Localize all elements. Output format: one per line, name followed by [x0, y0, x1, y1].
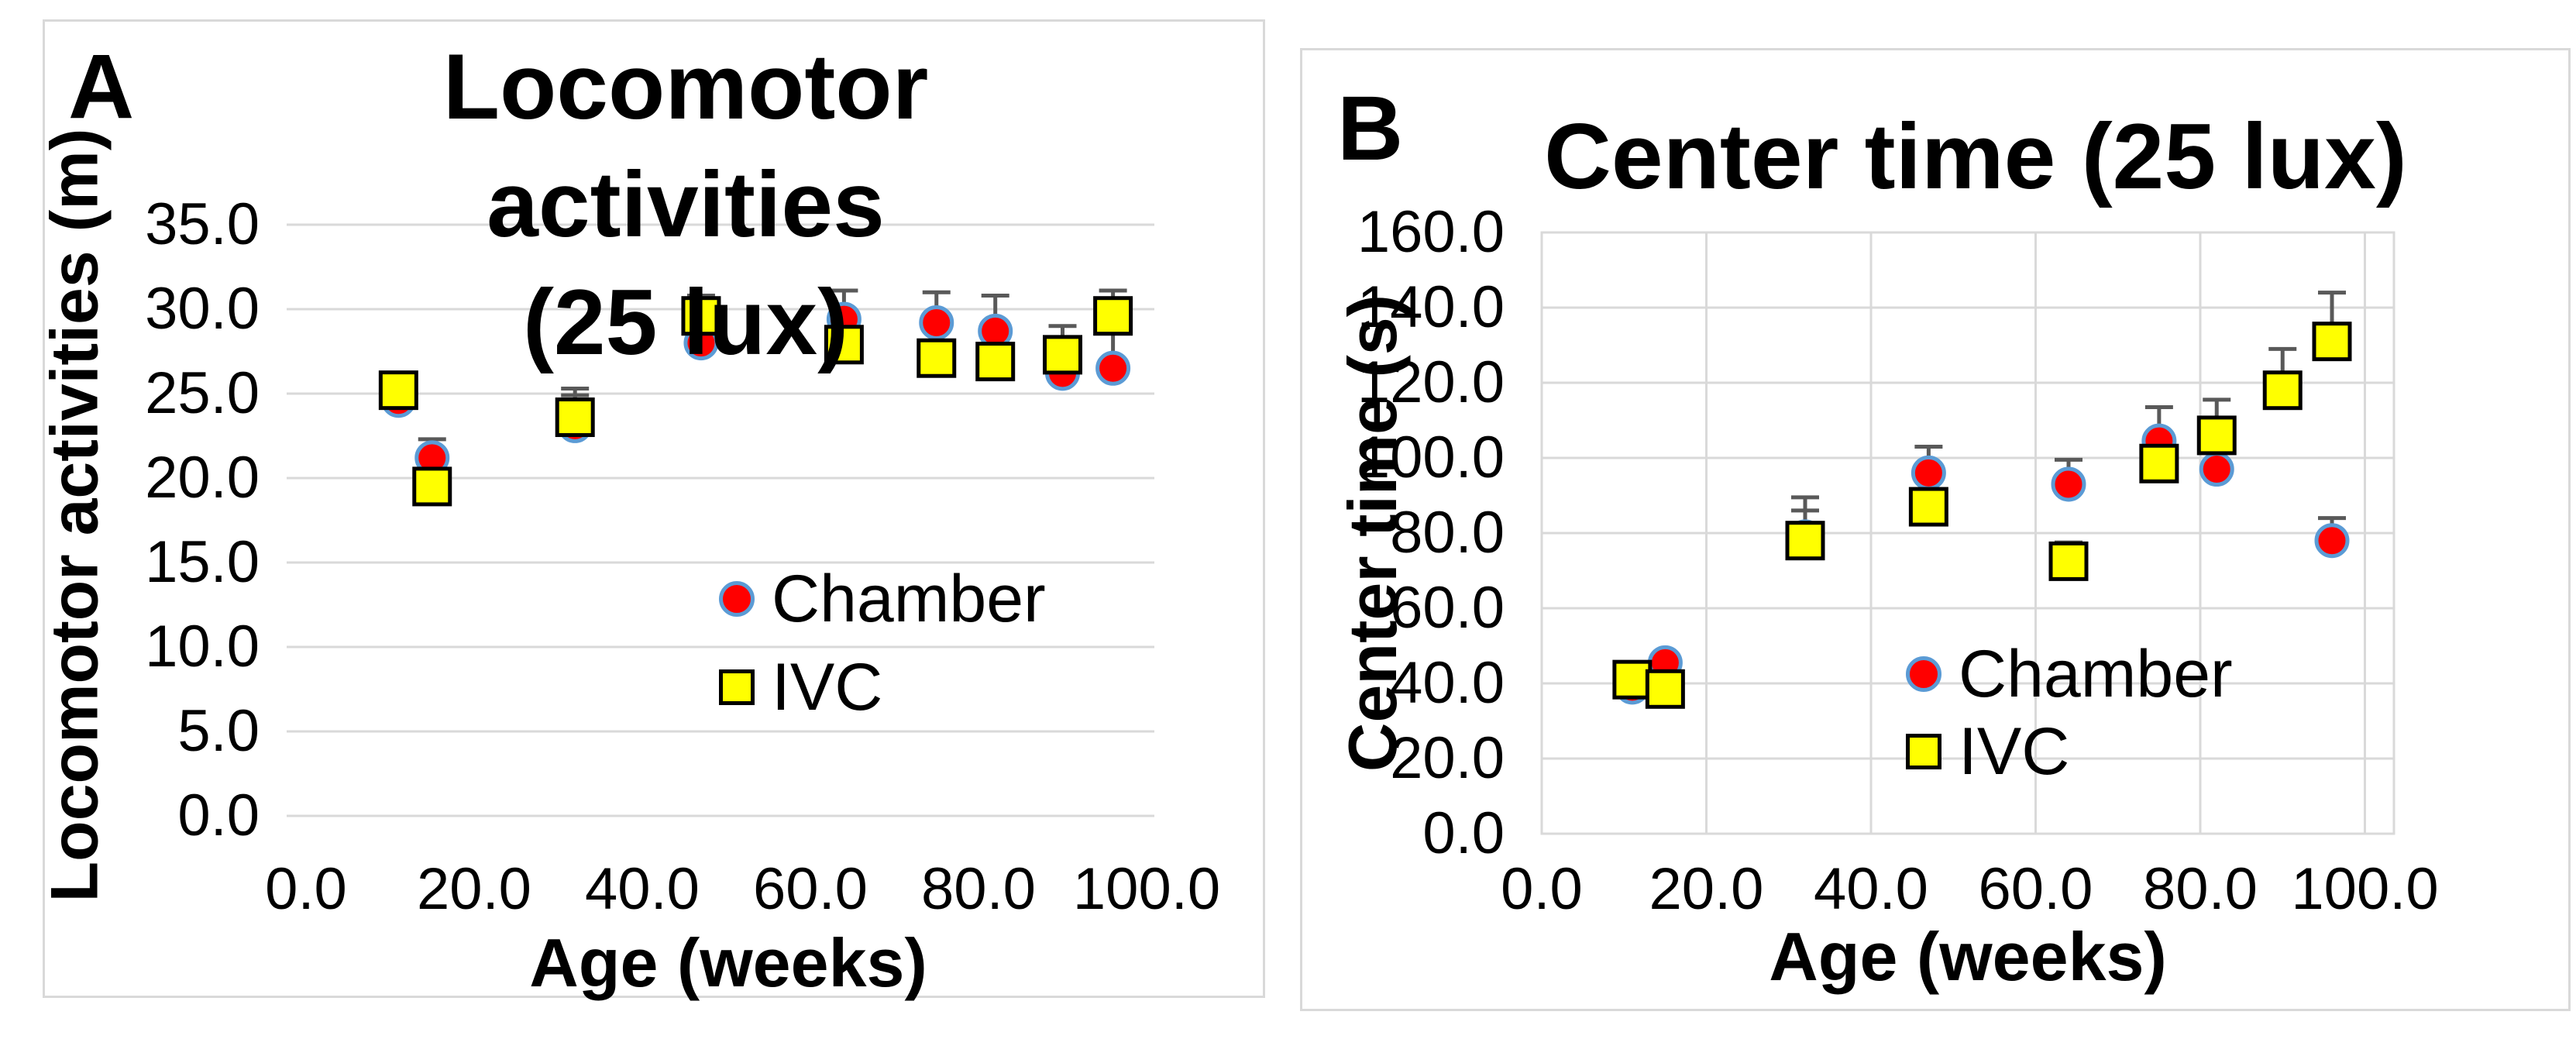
- panel-b-ivc-point: [2312, 322, 2352, 362]
- panel-b-chamber-point: [2314, 523, 2350, 559]
- panel-b-y-tick-label: 20.0: [1390, 725, 1505, 791]
- panel-b-x-tick-label: 100.0: [2291, 856, 2439, 922]
- panel-b-y-tick-label: 120.0: [1357, 349, 1505, 415]
- panel-a-ivc-point: [412, 466, 452, 507]
- panel-b-chamber-point: [1911, 455, 1946, 490]
- panel-a-title: Locomotor activities (25 lux): [263, 28, 1108, 381]
- panel-b-y-tick-label: 80.0: [1390, 500, 1505, 566]
- panel-a-ivc-point: [1043, 335, 1082, 375]
- ivc-legend-marker-icon: [719, 669, 755, 705]
- panel-a-legend-item-chamber: Chamber: [719, 555, 1046, 643]
- ivc-legend-marker-icon: [1906, 734, 1941, 769]
- panel-a-y-tick-label: 35.0: [145, 191, 260, 257]
- panel-b-legend-item-ivc: IVC: [1906, 713, 2233, 790]
- ivc-legend-label: IVC: [1959, 714, 2070, 789]
- panel-b-legend: Chamber IVC: [1906, 635, 2233, 790]
- panel-b-ivc-point: [2139, 443, 2179, 483]
- panel-b-title: Center time (25 lux): [1395, 98, 2557, 215]
- panel-b-ivc-point: [1908, 487, 1948, 527]
- panel-b-plot-border: [1540, 231, 2395, 835]
- panel-a-chamber-point: [1095, 350, 1131, 386]
- panel-b-ivc-point: [1612, 659, 1653, 700]
- panel-b-chamber-point: [2051, 466, 2086, 502]
- panel-a-legend-item-ivc: IVC: [719, 643, 1046, 731]
- panel-a-title-line-1: Locomotor activities: [442, 35, 929, 256]
- chamber-legend-marker-icon: [1906, 656, 1941, 692]
- panel-a-x-axis-title: Age (weeks): [529, 924, 927, 1001]
- panel-b-ivc-point: [2048, 541, 2089, 581]
- panel-b-x-axis-title: Age (weeks): [1769, 918, 2167, 995]
- chamber-legend-marker-icon: [719, 581, 755, 617]
- chamber-legend-label: Chamber: [772, 562, 1046, 636]
- panel-a-ivc-point: [824, 325, 864, 365]
- panel-b-x-tick-label: 60.0: [1978, 856, 2093, 922]
- panel-a-x-tick-label: 80.0: [921, 856, 1036, 922]
- ivc-legend-label: IVC: [772, 650, 883, 724]
- panel-a-ivc-point: [917, 338, 957, 378]
- panel-a-ivc-point: [378, 370, 418, 411]
- panel-a-x-tick-label: 40.0: [585, 856, 700, 922]
- panel-a-x-tick-label: 60.0: [753, 856, 868, 922]
- panel-a: [43, 19, 1265, 998]
- panel-b-chamber-point: [2199, 452, 2234, 487]
- panel-a-y-tick-label: 10.0: [145, 614, 260, 680]
- panel-a-x-tick-label: 0.0: [265, 856, 347, 922]
- panel-a-y-tick-label: 5.0: [177, 698, 260, 764]
- panel-b-y-tick-label: 40.0: [1390, 650, 1505, 716]
- panel-b-ivc-point: [1645, 669, 1685, 709]
- panel-b-x-tick-label: 20.0: [1649, 856, 1764, 922]
- chamber-legend-label: Chamber: [1959, 637, 2233, 711]
- panel-b-y-tick-label: 0.0: [1422, 800, 1505, 866]
- panel-b-letter: B: [1337, 77, 1404, 180]
- panel-b-ivc-point: [2262, 370, 2303, 411]
- panel-b: [1300, 48, 2571, 1011]
- panel-b-y-tick-label: 60.0: [1390, 575, 1505, 641]
- panel-b-y-tick-label: 100.0: [1357, 425, 1505, 490]
- panel-a-y-tick-label: 0.0: [177, 783, 260, 848]
- panel-a-ivc-point: [555, 397, 595, 438]
- panel-b-x-tick-label: 80.0: [2143, 856, 2258, 922]
- panel-a-y-tick-label: 15.0: [145, 529, 260, 595]
- panel-a-x-tick-label: 100.0: [1072, 856, 1221, 922]
- panel-a-y-tick-label: 30.0: [145, 276, 260, 342]
- panel-b-y-tick-label: 160.0: [1357, 199, 1505, 265]
- panel-b-title-line-1: Center time (25 lux): [1544, 105, 2407, 208]
- panel-a-chamber-point: [919, 305, 954, 340]
- panel-a-y-tick-label: 20.0: [145, 445, 260, 511]
- panel-b-legend-item-chamber: Chamber: [1906, 635, 2233, 713]
- panel-a-legend: Chamber IVC: [719, 555, 1046, 731]
- panel-a-y-tick-label: 25.0: [145, 360, 260, 426]
- panel-b-x-tick-label: 40.0: [1814, 856, 1928, 922]
- panel-a-letter: A: [68, 36, 135, 138]
- panel-a-ivc-point: [681, 296, 721, 336]
- panel-b-ivc-point: [2196, 415, 2237, 456]
- panel-a-title-line-2: (25 lux): [522, 270, 849, 374]
- panel-a-ivc-point: [1093, 296, 1133, 336]
- panel-b-ivc-point: [1785, 521, 1825, 561]
- panel-b-y-tick-label: 140.0: [1357, 274, 1505, 340]
- panel-a-ivc-point: [975, 342, 1016, 382]
- panel-a-x-tick-label: 20.0: [417, 856, 531, 922]
- panel-b-x-tick-label: 0.0: [1501, 856, 1583, 922]
